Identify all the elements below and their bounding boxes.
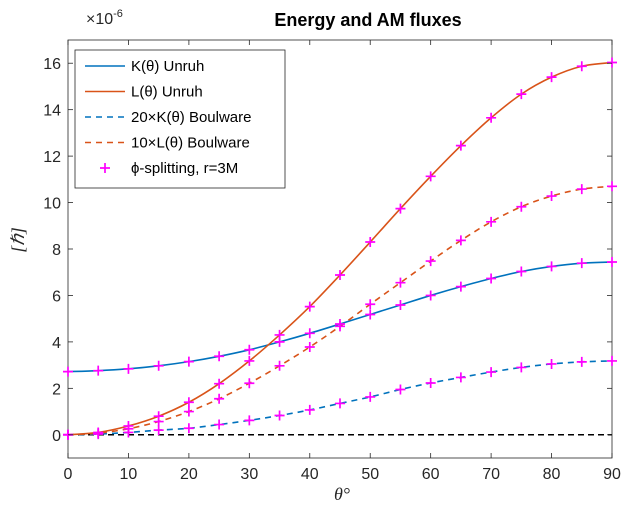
y-tick-label: 16	[43, 56, 61, 73]
y-tick-label: 8	[52, 242, 61, 259]
y-tick-label: 10	[43, 196, 61, 213]
x-tick-label: 40	[301, 466, 319, 483]
x-axis-label: θ°	[334, 484, 350, 504]
legend-label: 10×L(θ) Boulware	[131, 135, 250, 152]
x-tick-label: 50	[361, 466, 379, 483]
legend-label: K(θ) Unruh	[131, 58, 204, 75]
y-tick-label: 2	[52, 381, 61, 398]
legend-label: ϕ-splitting, r=3M	[131, 160, 238, 177]
y-exponent-power: -6	[113, 8, 123, 20]
y-exponent-label: ×10-6	[86, 8, 123, 28]
y-tick-label: 0	[52, 428, 61, 445]
legend: K(θ) Unruh L(θ) Unruh 20×K(θ) Boulware 10×L…	[75, 50, 285, 188]
legend-label: 20×K(θ) Boulware	[131, 109, 251, 126]
x-tick-label: 70	[482, 466, 500, 483]
x-tick-label: 60	[422, 466, 440, 483]
chart-title: Energy and AM fluxes	[274, 10, 461, 30]
y-tick-label: 4	[52, 335, 61, 352]
y-exponent-base: ×10	[86, 11, 113, 28]
svg-text:×10-6: ×10-6	[86, 8, 123, 28]
y-tick-label: 6	[52, 288, 61, 305]
x-tick-label: 90	[603, 466, 621, 483]
y-tick-label: 12	[43, 149, 61, 166]
x-tick-label: 30	[240, 466, 258, 483]
y-tick-label: 14	[43, 103, 61, 120]
x-tick-label: 20	[180, 466, 198, 483]
x-tick-label: 10	[120, 466, 138, 483]
y-axis-label: [ℏ]	[8, 227, 28, 252]
x-tick-label: 80	[543, 466, 561, 483]
x-tick-label: 0	[64, 466, 73, 483]
legend-label: L(θ) Unruh	[131, 84, 203, 101]
